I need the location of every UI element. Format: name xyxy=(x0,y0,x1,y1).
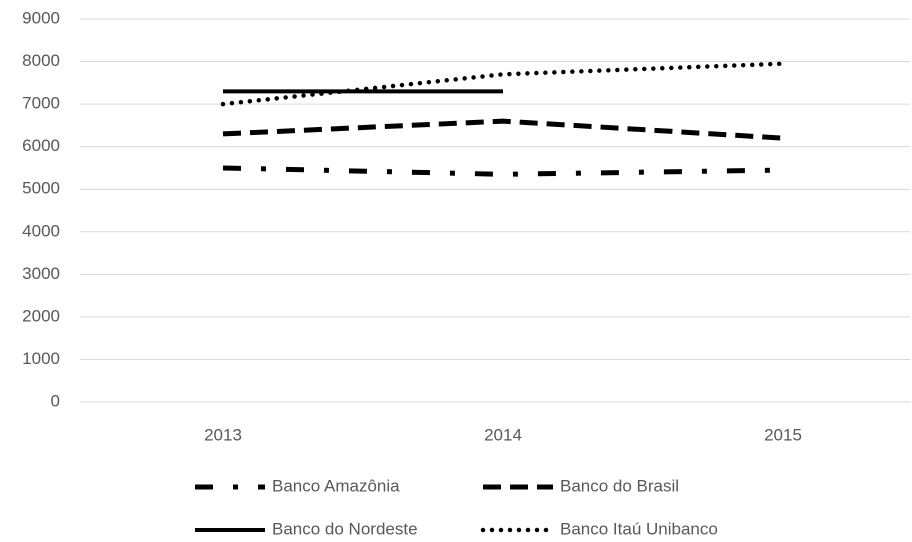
legend-label: Banco do Brasil xyxy=(560,476,679,495)
legend-label: Banco do Nordeste xyxy=(272,519,418,538)
y-tick-label: 3000 xyxy=(22,264,60,283)
y-tick-label: 7000 xyxy=(22,94,60,113)
y-tick-label: 8000 xyxy=(22,51,60,70)
y-tick-label: 9000 xyxy=(22,8,60,27)
y-tick-label: 1000 xyxy=(22,349,60,368)
y-tick-label: 2000 xyxy=(22,306,60,325)
series-line xyxy=(222,118,784,141)
series-line xyxy=(220,61,786,107)
y-tick-label: 5000 xyxy=(22,179,60,198)
y-tick-label: 4000 xyxy=(22,221,60,240)
x-tick-label: 2015 xyxy=(764,425,802,444)
x-tick-label: 2013 xyxy=(204,425,242,444)
y-tick-label: 0 xyxy=(51,391,60,410)
y-tick-label: 6000 xyxy=(22,136,60,155)
series-line xyxy=(222,165,784,177)
legend-label: Banco Itaú Unibanco xyxy=(560,519,718,538)
legend-label: Banco Amazônia xyxy=(272,476,400,495)
x-tick-label: 2014 xyxy=(484,425,522,444)
